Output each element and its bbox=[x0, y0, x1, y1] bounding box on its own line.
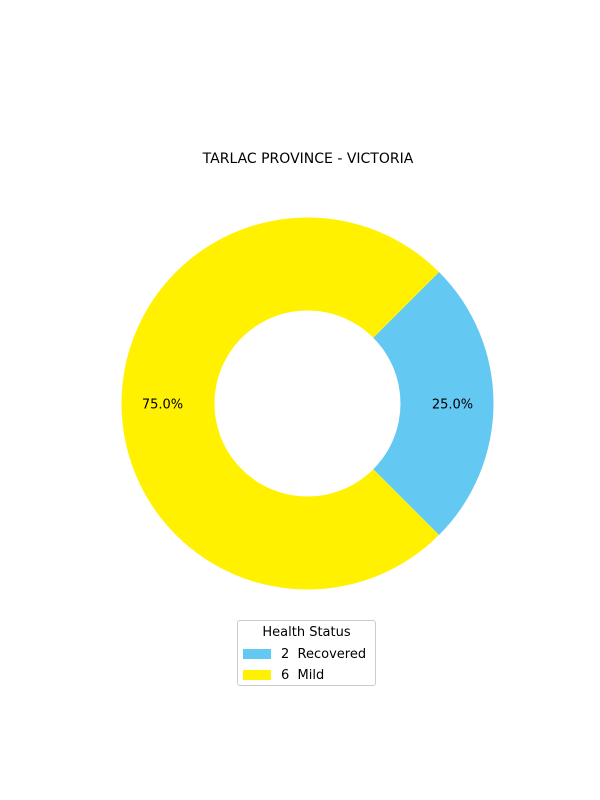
legend-item-recovered: 2 Recovered bbox=[243, 645, 366, 663]
slice-percent-labels: 25.0% 75.0% bbox=[142, 398, 473, 413]
donut-slices bbox=[121, 217, 494, 590]
legend-swatch-recovered bbox=[243, 649, 271, 659]
legend-label-mild: 6 Mild bbox=[281, 667, 325, 683]
legend-swatch-mild bbox=[243, 670, 271, 680]
legend-label-recovered: 2 Recovered bbox=[281, 646, 367, 662]
legend-item-mild: 6 Mild bbox=[243, 666, 324, 684]
legend: Health Status 2 Recovered 6 Mild bbox=[237, 620, 376, 686]
donut-slice-recovered bbox=[373, 271, 494, 536]
legend-title: Health Status bbox=[262, 625, 351, 640]
donut-slice-mild bbox=[121, 217, 440, 590]
percent-label-mild: 75.0% bbox=[142, 398, 183, 413]
percent-label-recovered: 25.0% bbox=[432, 398, 473, 413]
chart-title: TARLAC PROVINCE - VICTORIA bbox=[202, 151, 414, 167]
